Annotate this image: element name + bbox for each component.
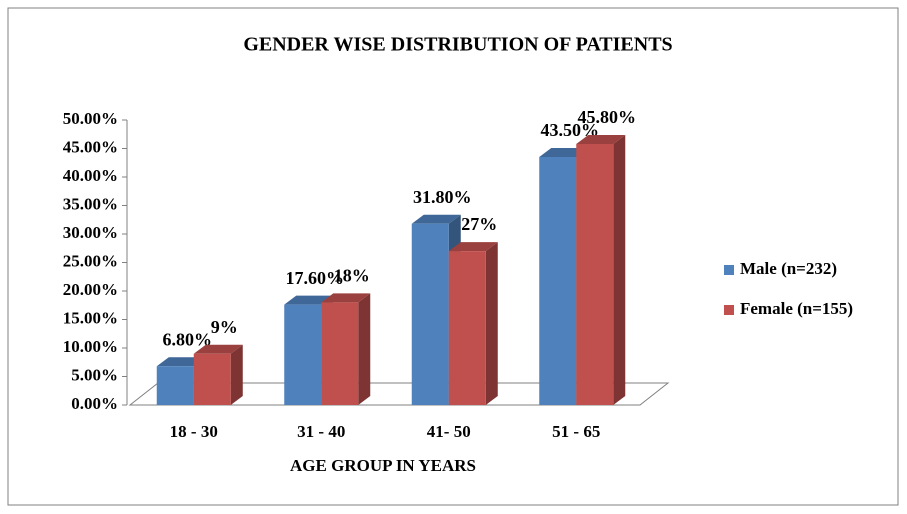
bar-top xyxy=(576,134,626,144)
bar-front xyxy=(284,304,322,405)
y-tick-label: 5.00% xyxy=(71,365,118,384)
bar-top xyxy=(539,148,589,158)
bar-side xyxy=(613,134,626,405)
y-tick-label: 0.00% xyxy=(71,394,118,413)
value-label: 9% xyxy=(211,317,238,337)
bar-front xyxy=(321,302,359,405)
bar-front xyxy=(411,223,449,405)
bar-side xyxy=(358,293,371,405)
value-label: 45.80% xyxy=(578,107,637,127)
y-tick-label: 45.00% xyxy=(63,137,118,156)
legend-label: Male (n=232) xyxy=(740,259,837,278)
y-tick-label: 40.00% xyxy=(63,166,118,185)
chart-title: GENDER WISE DISTRIBUTION OF PATIENTS xyxy=(243,34,672,56)
y-tick-label: 15.00% xyxy=(63,308,118,327)
y-tick-label: 25.00% xyxy=(63,251,118,270)
x-axis-label: AGE GROUP IN YEARS xyxy=(290,456,476,475)
bar-top xyxy=(321,293,371,303)
bar xyxy=(576,134,626,405)
bar-side xyxy=(485,242,498,405)
y-tick-label: 35.00% xyxy=(63,194,118,213)
bar xyxy=(448,242,498,405)
bar-front xyxy=(193,353,231,405)
bar xyxy=(321,293,371,405)
legend-label: Female (n=155) xyxy=(740,299,853,318)
bar-front xyxy=(539,157,577,405)
y-tick-label: 20.00% xyxy=(63,280,118,299)
x-tick-label: 31 - 40 xyxy=(297,422,345,441)
x-tick-label: 51 - 65 xyxy=(552,422,600,441)
value-label: 31.80% xyxy=(413,187,472,207)
bar-top xyxy=(411,214,461,224)
bar-front xyxy=(156,366,194,405)
legend-swatch xyxy=(724,305,734,315)
bar-top xyxy=(156,357,206,367)
bar-front xyxy=(448,251,486,405)
y-tick-label: 10.00% xyxy=(63,337,118,356)
bar-top xyxy=(193,344,243,354)
value-label: 18% xyxy=(334,266,370,286)
value-label: 17.60% xyxy=(286,268,345,288)
value-label: 43.50% xyxy=(541,120,600,140)
legend-swatch xyxy=(724,265,734,275)
y-tick-label: 30.00% xyxy=(63,223,118,242)
bar-front xyxy=(576,143,614,405)
bar-top xyxy=(448,242,498,252)
x-tick-label: 18 - 30 xyxy=(170,422,218,441)
value-label: 27% xyxy=(461,214,497,234)
x-tick-label: 41- 50 xyxy=(427,422,471,441)
bar-side xyxy=(230,344,243,405)
value-label: 6.80% xyxy=(163,329,213,349)
bar-top xyxy=(284,295,334,305)
bar xyxy=(193,344,243,405)
y-tick-label: 50.00% xyxy=(63,109,118,128)
